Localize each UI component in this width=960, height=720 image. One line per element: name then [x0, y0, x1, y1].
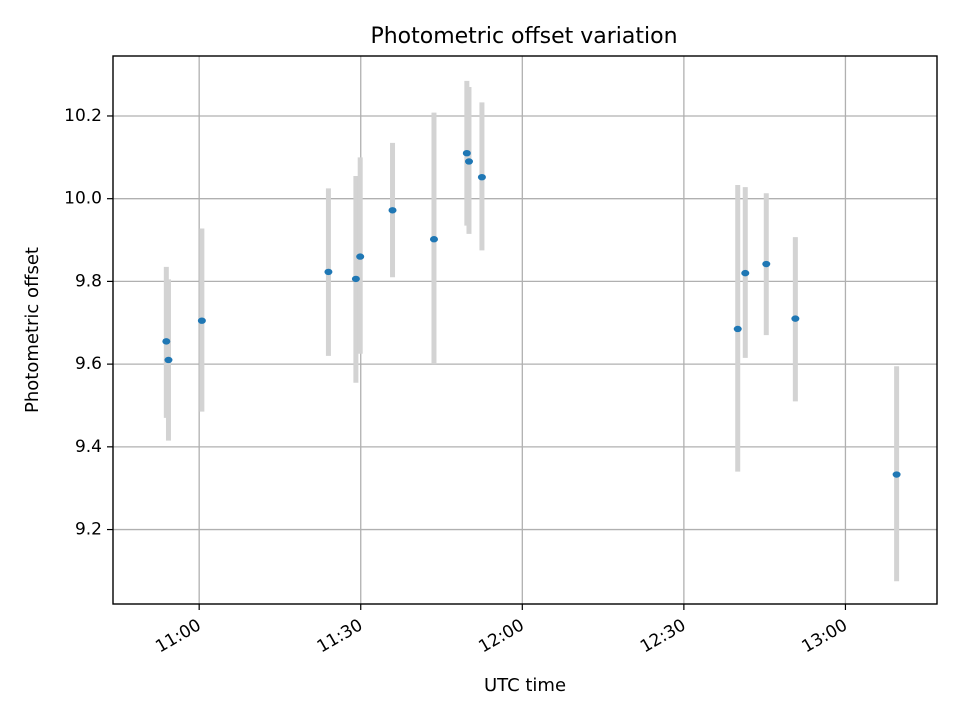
data-points: [162, 149, 901, 478]
grid: [113, 56, 937, 604]
data-point-5: [356, 253, 365, 260]
data-point-13: [762, 260, 771, 268]
data-point-9: [464, 158, 473, 165]
y-tick-label-1: 9.4: [75, 437, 102, 457]
data-point-6: [388, 207, 397, 214]
data-point-14: [791, 315, 800, 322]
data-point-2: [197, 317, 206, 324]
y-tick-label-3: 9.8: [75, 271, 102, 291]
data-point-3: [324, 268, 333, 276]
y-tick-label-5: 10.2: [64, 106, 102, 126]
data-point-11: [733, 325, 742, 333]
x-tick-label-4: 13:00: [799, 615, 851, 657]
y-axis-ticks: 9.2 9.4 9.6 9.8 10.0 10.2: [64, 106, 113, 540]
data-point-7: [429, 236, 438, 243]
error-bars: [163, 80, 900, 582]
data-point-0: [162, 338, 171, 345]
x-tick-label-2: 12:00: [475, 615, 527, 657]
data-point-4: [351, 275, 360, 283]
y-tick-label-2: 9.6: [75, 354, 102, 374]
x-tick-label-1: 11:30: [314, 615, 366, 657]
x-tick-label-3: 12:30: [637, 615, 689, 657]
data-point-8: [462, 149, 471, 157]
plot-frame: [112, 55, 938, 605]
x-tick-label-0: 11:00: [152, 615, 204, 657]
y-axis-label: Photometric offset: [22, 247, 43, 413]
data-point-10: [477, 173, 486, 181]
data-point-12: [741, 269, 750, 277]
y-tick-label-0: 9.2: [75, 520, 102, 540]
data-point-15: [892, 471, 901, 478]
data-point-1: [164, 356, 173, 364]
x-axis-label: UTC time: [484, 675, 566, 696]
y-tick-label-4: 10.0: [64, 189, 102, 209]
x-axis-ticks: 11:00 11:30 12:00 12:30 13:00: [152, 604, 851, 657]
chart-title: Photometric offset variation: [370, 24, 677, 49]
